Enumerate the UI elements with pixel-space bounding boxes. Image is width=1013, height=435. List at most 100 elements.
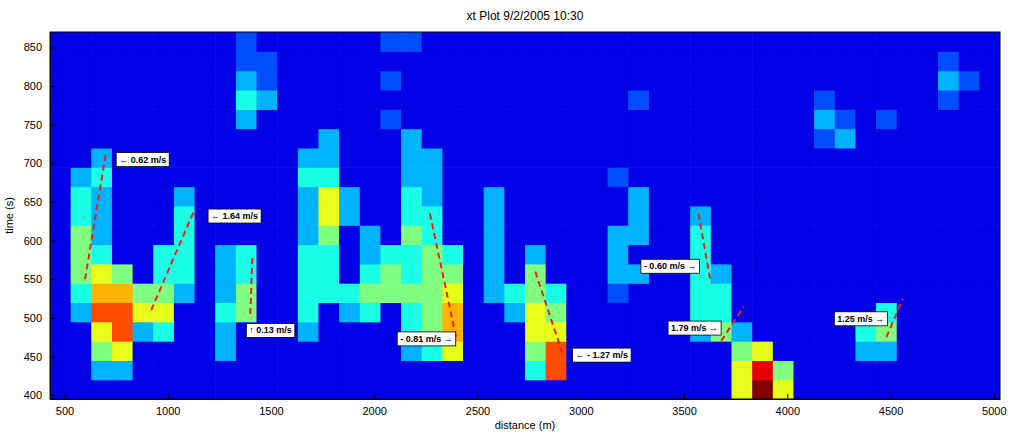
heatmap-cell (112, 129, 133, 149)
heatmap-cell (566, 51, 587, 71)
heatmap-cell (690, 51, 711, 71)
heatmap-cell (380, 32, 401, 52)
heatmap-cell (236, 360, 257, 380)
heatmap-cell (897, 167, 918, 187)
heatmap-cell (711, 360, 732, 380)
heatmap-cell (442, 32, 463, 52)
heatmap-cell (195, 244, 216, 264)
heatmap-cell (525, 302, 546, 322)
heatmap-cell (732, 360, 753, 380)
heatmap-cell (587, 360, 608, 380)
heatmap-cell (91, 264, 112, 284)
heatmap-cell (752, 129, 773, 149)
heatmap-cell (979, 51, 1000, 71)
heatmap-cell (318, 90, 339, 110)
heatmap-cell (897, 206, 918, 226)
heatmap-cell (752, 148, 773, 168)
heatmap-cell (670, 90, 691, 110)
heatmap-cell (91, 302, 112, 322)
heatmap-cell (504, 90, 525, 110)
heatmap-cell (318, 109, 339, 129)
heatmap-cell (257, 264, 278, 284)
heatmap-cell (649, 322, 670, 342)
heatmap-cell (257, 360, 278, 380)
heatmap-cell (318, 341, 339, 361)
heatmap-cell (318, 380, 339, 399)
heatmap-cell (917, 244, 938, 264)
heatmap-cell (628, 360, 649, 380)
heatmap-cell (339, 167, 360, 187)
heatmap-cell (835, 167, 856, 187)
heatmap-cell (773, 302, 794, 322)
heatmap-cell (938, 380, 959, 399)
heatmap-cell (50, 187, 71, 207)
heatmap-cell (608, 283, 629, 303)
heatmap-cell (628, 71, 649, 91)
heatmap-cell (587, 167, 608, 187)
heatmap-cell (732, 90, 753, 110)
heatmap-cell (566, 71, 587, 91)
heatmap-cell (112, 225, 133, 245)
heatmap-cell (566, 187, 587, 207)
heatmap-cell (670, 206, 691, 226)
tick-mark (50, 279, 55, 280)
heatmap-cell (504, 225, 525, 245)
heatmap-cell (195, 129, 216, 149)
heatmap-cell (938, 51, 959, 71)
heatmap-cell (153, 90, 174, 110)
heatmap-cell (732, 283, 753, 303)
heatmap-cell (773, 341, 794, 361)
heatmap-cell (236, 341, 257, 361)
heatmap-cell (546, 51, 567, 71)
tick: 650 (24, 196, 55, 208)
heatmap-cell (339, 225, 360, 245)
heatmap-cell (236, 167, 257, 187)
heatmap-cell (91, 283, 112, 303)
heatmap-cell (298, 264, 319, 284)
heatmap-cell (566, 148, 587, 168)
heatmap-cell (484, 51, 505, 71)
heatmap-cell (360, 109, 381, 129)
heatmap-cell (215, 302, 236, 322)
heatmap-cell (608, 109, 629, 129)
heatmap-cell (855, 148, 876, 168)
heatmap-cell (50, 51, 71, 71)
heatmap-cell (318, 129, 339, 149)
heatmap-cell (711, 380, 732, 399)
heatmap-cell (112, 32, 133, 52)
heatmap-cell (153, 71, 174, 91)
heatmap-cell (484, 322, 505, 342)
heatmap-cell (195, 264, 216, 284)
heatmap-cell (525, 167, 546, 187)
heatmap-cell (71, 129, 92, 149)
heatmap-cell (752, 244, 773, 264)
tick: 3000 (569, 394, 593, 417)
heatmap-cell (917, 129, 938, 149)
heatmap-cell (608, 302, 629, 322)
heatmap-cell (773, 322, 794, 342)
heatmap-cell (835, 51, 856, 71)
heatmap-cell (215, 264, 236, 284)
heatmap-cell (773, 51, 794, 71)
heatmap-cell (112, 283, 133, 303)
heatmap-cell (484, 32, 505, 52)
heatmap-cell (484, 109, 505, 129)
tick-label: 600 (24, 235, 42, 247)
heatmap-cell (835, 264, 856, 284)
tick-label: 500 (24, 312, 42, 324)
heatmap-cell (50, 264, 71, 284)
heatmap-cell (793, 32, 814, 52)
heatmap-cell (71, 302, 92, 322)
heatmap-cell (442, 244, 463, 264)
heatmap-cell (50, 360, 71, 380)
heatmap-cell (133, 322, 154, 342)
tick-label: 550 (24, 273, 42, 285)
tick: 850 (24, 41, 55, 53)
heatmap-cell (835, 283, 856, 303)
heatmap-cell (71, 109, 92, 129)
heatmap-cell (690, 341, 711, 361)
heatmap-cell (566, 109, 587, 129)
heatmap-cell (938, 167, 959, 187)
heatmap-cell (339, 129, 360, 149)
heatmap-cell (711, 206, 732, 226)
